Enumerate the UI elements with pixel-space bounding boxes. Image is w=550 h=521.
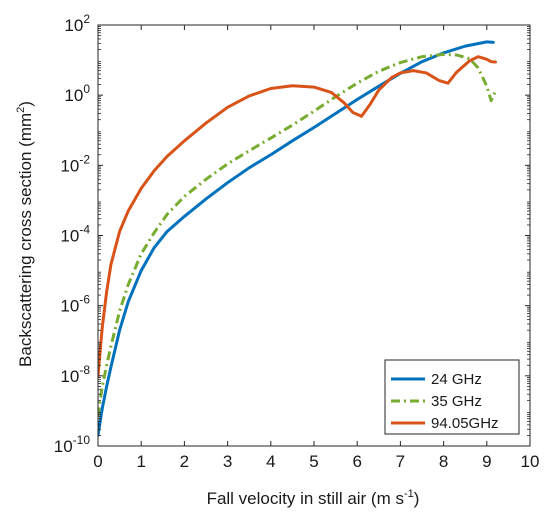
legend-label-94ghz: 94.05GHz bbox=[431, 415, 499, 432]
y-axis-label-end: ) bbox=[16, 101, 35, 107]
x-axis-label-end: ) bbox=[414, 489, 420, 508]
x-axis-label: Fall velocity in still air (m s-1) bbox=[207, 488, 420, 508]
y-tick-label: 10-4 bbox=[60, 223, 90, 246]
x-tick-label: 10 bbox=[521, 452, 540, 471]
x-tick-label: 6 bbox=[352, 452, 361, 471]
tick-labels: 0 1 2 3 4 5 6 7 8 9 10 10-10 10-8 10-6 10-4 10-2 100 102 bbox=[54, 12, 540, 471]
legend-label-24ghz: 24 GHz bbox=[431, 371, 482, 388]
y-tick-label: 10-8 bbox=[60, 363, 90, 386]
x-tick-label: 8 bbox=[439, 452, 448, 471]
legend-label-35ghz: 35 GHz bbox=[431, 393, 482, 410]
axes bbox=[97, 24, 531, 447]
y-tick-label: 100 bbox=[64, 82, 90, 105]
x-tick-label: 3 bbox=[223, 452, 232, 471]
series-line-35-ghz bbox=[98, 52, 497, 417]
x-tick-label: 7 bbox=[396, 452, 405, 471]
y-tick-label: 10-10 bbox=[54, 433, 91, 456]
x-tick-label: 9 bbox=[482, 452, 491, 471]
x-tick-label: 0 bbox=[93, 452, 102, 471]
y-tick-label: 102 bbox=[64, 12, 90, 35]
x-axis-label-main: Fall velocity in still air (m s bbox=[207, 489, 404, 508]
x-tick-label: 1 bbox=[136, 452, 145, 471]
y-axis-label-main: Backscattering cross section (mm bbox=[16, 113, 35, 367]
y-axis-label: Backscattering cross section (mm2) bbox=[15, 101, 35, 367]
legend: 24 GHz 35 GHz 94.05GHz bbox=[384, 359, 520, 435]
series-line-24-ghz bbox=[98, 40, 495, 437]
y-tick-label: 10-6 bbox=[60, 293, 90, 316]
y-axis-label-sup: 2 bbox=[15, 107, 27, 113]
series-line-94-05ghz bbox=[98, 55, 497, 378]
plot-area bbox=[98, 40, 497, 437]
x-tick-label: 4 bbox=[266, 452, 275, 471]
x-tick-label: 2 bbox=[180, 452, 189, 471]
y-tick-label: 10-2 bbox=[60, 152, 90, 175]
x-tick-label: 5 bbox=[309, 452, 318, 471]
x-axis-label-sup: -1 bbox=[404, 488, 414, 500]
